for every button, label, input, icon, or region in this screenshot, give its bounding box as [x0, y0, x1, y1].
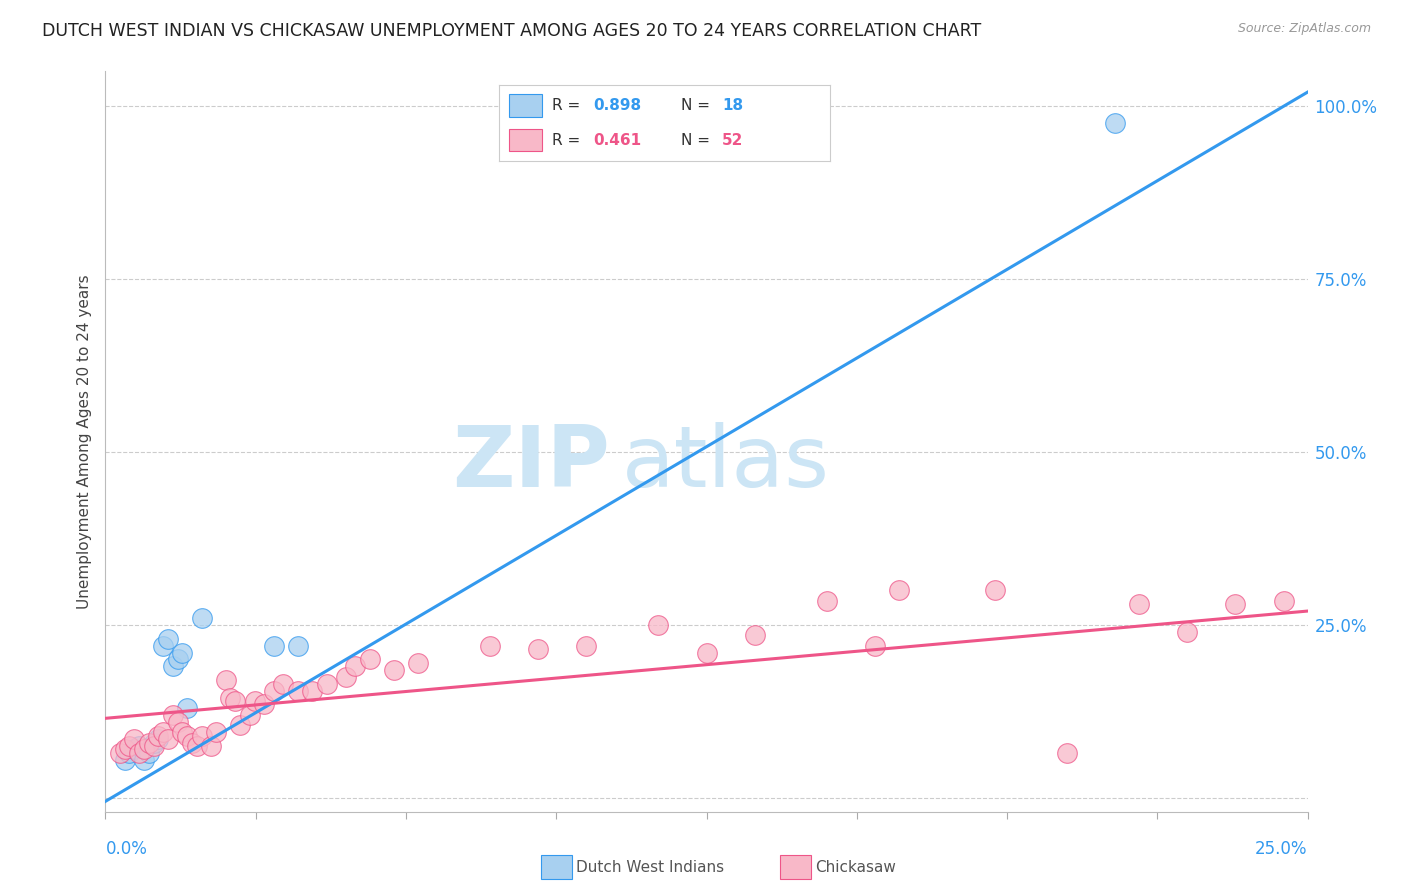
Point [1104, 116, 1126, 130]
Point [1225, 597, 1247, 611]
Point [108, 746, 131, 760]
Point [152, 639, 174, 653]
Point [118, 739, 141, 753]
Point [815, 593, 838, 607]
Point [124, 732, 146, 747]
Point [243, 694, 266, 708]
Point [479, 639, 502, 653]
Point [181, 735, 204, 749]
FancyBboxPatch shape [509, 94, 543, 117]
Point [114, 742, 136, 756]
Point [344, 659, 367, 673]
Point [172, 725, 194, 739]
Text: atlas: atlas [623, 422, 831, 505]
Point [219, 690, 242, 705]
Point [148, 729, 170, 743]
Point [205, 725, 228, 739]
Point [156, 632, 179, 646]
Point [224, 694, 246, 708]
Text: Source: ZipAtlas.com: Source: ZipAtlas.com [1237, 22, 1371, 36]
Point [166, 652, 188, 666]
Point [124, 742, 146, 756]
Point [166, 714, 188, 729]
Point [1272, 593, 1295, 607]
Point [172, 646, 194, 660]
Point [263, 639, 285, 653]
Point [128, 746, 150, 760]
FancyBboxPatch shape [509, 128, 543, 152]
Point [118, 746, 141, 760]
Point [1175, 624, 1198, 639]
Point [132, 742, 155, 756]
Text: N =: N = [681, 98, 714, 112]
Point [176, 729, 198, 743]
Point [744, 628, 766, 642]
Point [162, 707, 184, 722]
Point [190, 611, 212, 625]
Point [575, 639, 598, 653]
Point [128, 739, 150, 753]
Text: Chickasaw: Chickasaw [815, 860, 897, 874]
Text: DUTCH WEST INDIAN VS CHICKASAW UNEMPLOYMENT AMONG AGES 20 TO 24 YEARS CORRELATIO: DUTCH WEST INDIAN VS CHICKASAW UNEMPLOYM… [42, 22, 981, 40]
Point [273, 676, 295, 690]
Point [142, 735, 165, 749]
Point [200, 739, 222, 753]
Text: N =: N = [681, 133, 714, 147]
Text: Dutch West Indians: Dutch West Indians [576, 860, 724, 874]
Point [162, 659, 184, 673]
Text: 25.0%: 25.0% [1256, 840, 1308, 858]
Y-axis label: Unemployment Among Ages 20 to 24 years: Unemployment Among Ages 20 to 24 years [76, 274, 91, 609]
Text: ZIP: ZIP [453, 422, 610, 505]
Point [186, 739, 208, 753]
Point [190, 729, 212, 743]
Point [984, 583, 1007, 598]
Point [315, 676, 337, 690]
Point [287, 639, 309, 653]
Point [138, 735, 160, 749]
Point [406, 656, 429, 670]
Point [152, 725, 174, 739]
Point [527, 642, 550, 657]
Point [239, 707, 262, 722]
Point [887, 583, 910, 598]
Point [287, 683, 309, 698]
Point [138, 746, 160, 760]
Point [132, 753, 155, 767]
Text: 0.461: 0.461 [593, 133, 641, 147]
Point [176, 701, 198, 715]
Point [229, 718, 252, 732]
Text: R =: R = [553, 133, 585, 147]
Point [696, 646, 718, 660]
Point [382, 663, 405, 677]
Point [1128, 597, 1150, 611]
Text: R =: R = [553, 98, 585, 112]
Point [253, 698, 276, 712]
Text: 0.0%: 0.0% [105, 840, 148, 858]
Point [301, 683, 323, 698]
Point [263, 683, 285, 698]
Text: 0.898: 0.898 [593, 98, 641, 112]
Point [142, 739, 165, 753]
Point [863, 639, 886, 653]
Text: 18: 18 [723, 98, 744, 112]
Text: 52: 52 [723, 133, 744, 147]
Point [647, 618, 669, 632]
Point [114, 753, 136, 767]
Point [156, 732, 179, 747]
Point [1056, 746, 1078, 760]
Point [359, 652, 381, 666]
Point [148, 732, 170, 747]
Point [214, 673, 236, 688]
Point [335, 670, 357, 684]
